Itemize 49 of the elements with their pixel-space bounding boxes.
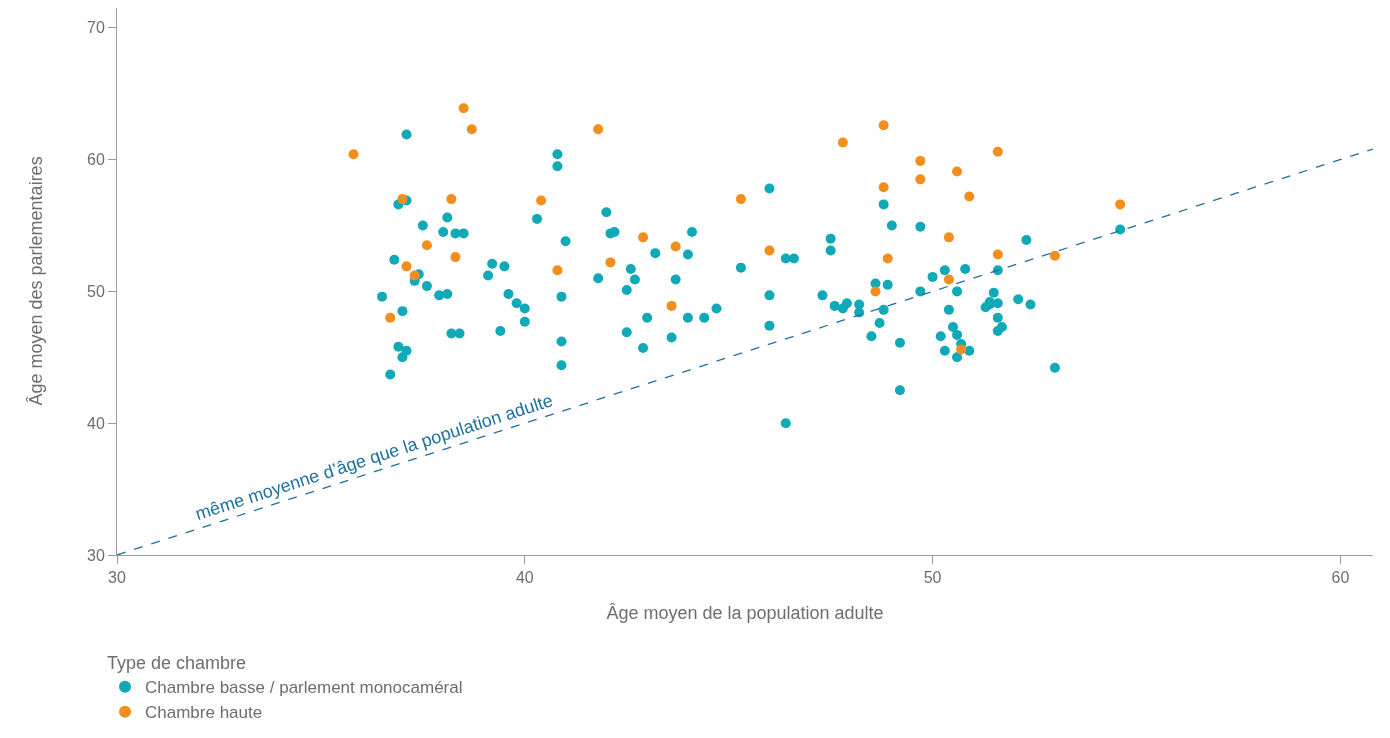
y-tick-label: 30 xyxy=(87,546,105,564)
point xyxy=(735,194,746,205)
x-tick-label: 40 xyxy=(515,569,534,587)
legend-label: Chambre basse / parlement monocaméral xyxy=(145,678,463,698)
x-axis-title: Âge moyen de la population adulte xyxy=(606,603,884,623)
point xyxy=(666,300,677,311)
y-tick-label: 50 xyxy=(87,282,105,300)
point xyxy=(670,241,681,252)
point xyxy=(964,191,975,202)
point xyxy=(837,137,848,148)
point xyxy=(956,344,967,355)
point xyxy=(397,194,408,205)
y-tick-label: 60 xyxy=(87,151,105,169)
y-tick-label: 40 xyxy=(87,414,105,432)
point xyxy=(421,240,432,251)
point xyxy=(1049,250,1060,261)
point xyxy=(882,253,893,264)
point xyxy=(552,265,563,276)
point xyxy=(878,120,889,131)
point xyxy=(1115,199,1126,210)
point xyxy=(870,286,881,297)
point xyxy=(992,146,1003,157)
point xyxy=(458,103,469,114)
point xyxy=(764,245,775,256)
point xyxy=(446,194,457,205)
y-axis-title: Âge moyen des parlementaires xyxy=(25,156,46,406)
y-tick-label: 70 xyxy=(87,19,105,37)
point xyxy=(450,252,461,263)
point xyxy=(915,174,926,185)
point xyxy=(915,155,926,166)
point xyxy=(466,124,477,135)
point xyxy=(992,249,1003,260)
point xyxy=(385,312,396,323)
point xyxy=(401,261,412,272)
point xyxy=(605,257,616,268)
point xyxy=(878,182,889,193)
x-tick-label: 50 xyxy=(923,569,942,587)
x-tick-label: 30 xyxy=(108,569,126,587)
point xyxy=(409,270,420,281)
point xyxy=(593,124,604,135)
x-tick-label: 60 xyxy=(1331,569,1350,587)
point xyxy=(348,149,359,160)
legend-title: Type de chambre xyxy=(107,653,247,674)
point xyxy=(943,274,954,285)
point xyxy=(536,195,547,206)
point xyxy=(943,232,954,243)
point xyxy=(952,166,963,177)
point xyxy=(638,232,649,243)
legend-label: Chambre haute xyxy=(145,703,263,723)
